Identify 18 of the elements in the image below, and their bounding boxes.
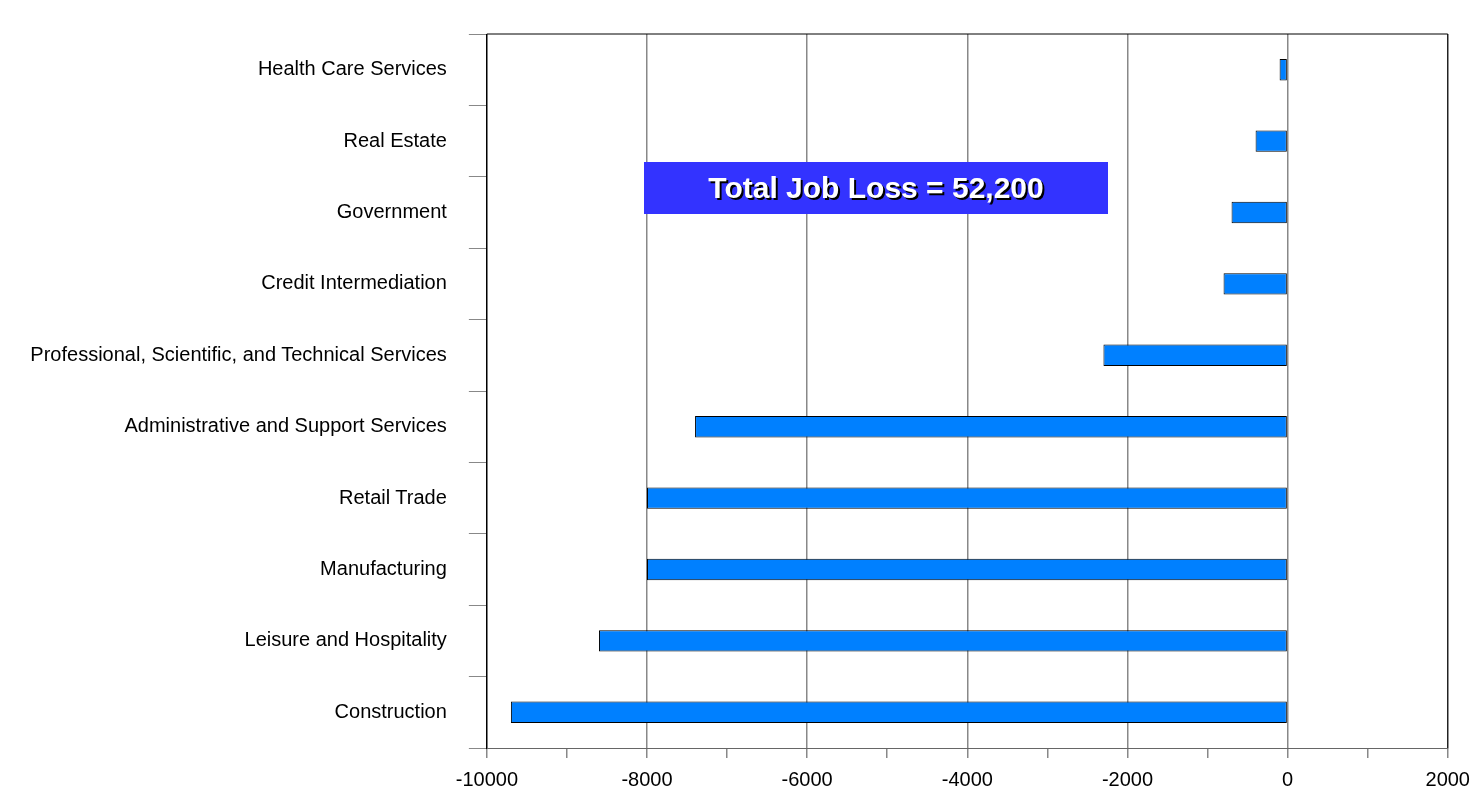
y-tick-label: Construction <box>334 699 447 722</box>
y-tick-label: Leisure and Hospitality <box>244 628 447 651</box>
x-tick-label: -10000 <box>455 767 519 790</box>
x-tick-label: -6000 <box>781 767 833 790</box>
y-tick-label: Manufacturing <box>320 557 447 580</box>
y-tick-label: Government <box>336 200 448 223</box>
x-tick-label: -4000 <box>941 767 993 790</box>
y-tick-label: Administrative and Support Services <box>124 414 447 437</box>
x-tick-label: -2000 <box>1101 767 1154 790</box>
y-tick-label: Real Estate <box>343 128 447 151</box>
x-tick-label: 0 <box>1282 767 1294 790</box>
x-tick-label: -8000 <box>621 767 673 790</box>
y-tick-label: Retail Trade <box>339 485 447 508</box>
y-tick-label: Professional, Scientific, and Technical Services <box>30 342 447 365</box>
text-box: Total Job Loss = 52,200 <box>644 162 1108 214</box>
x-tick-label: 2000 <box>1425 767 1470 790</box>
y-tick-label: Health Care Services <box>257 57 447 80</box>
y-tick-label: Credit Intermediation <box>261 271 447 294</box>
